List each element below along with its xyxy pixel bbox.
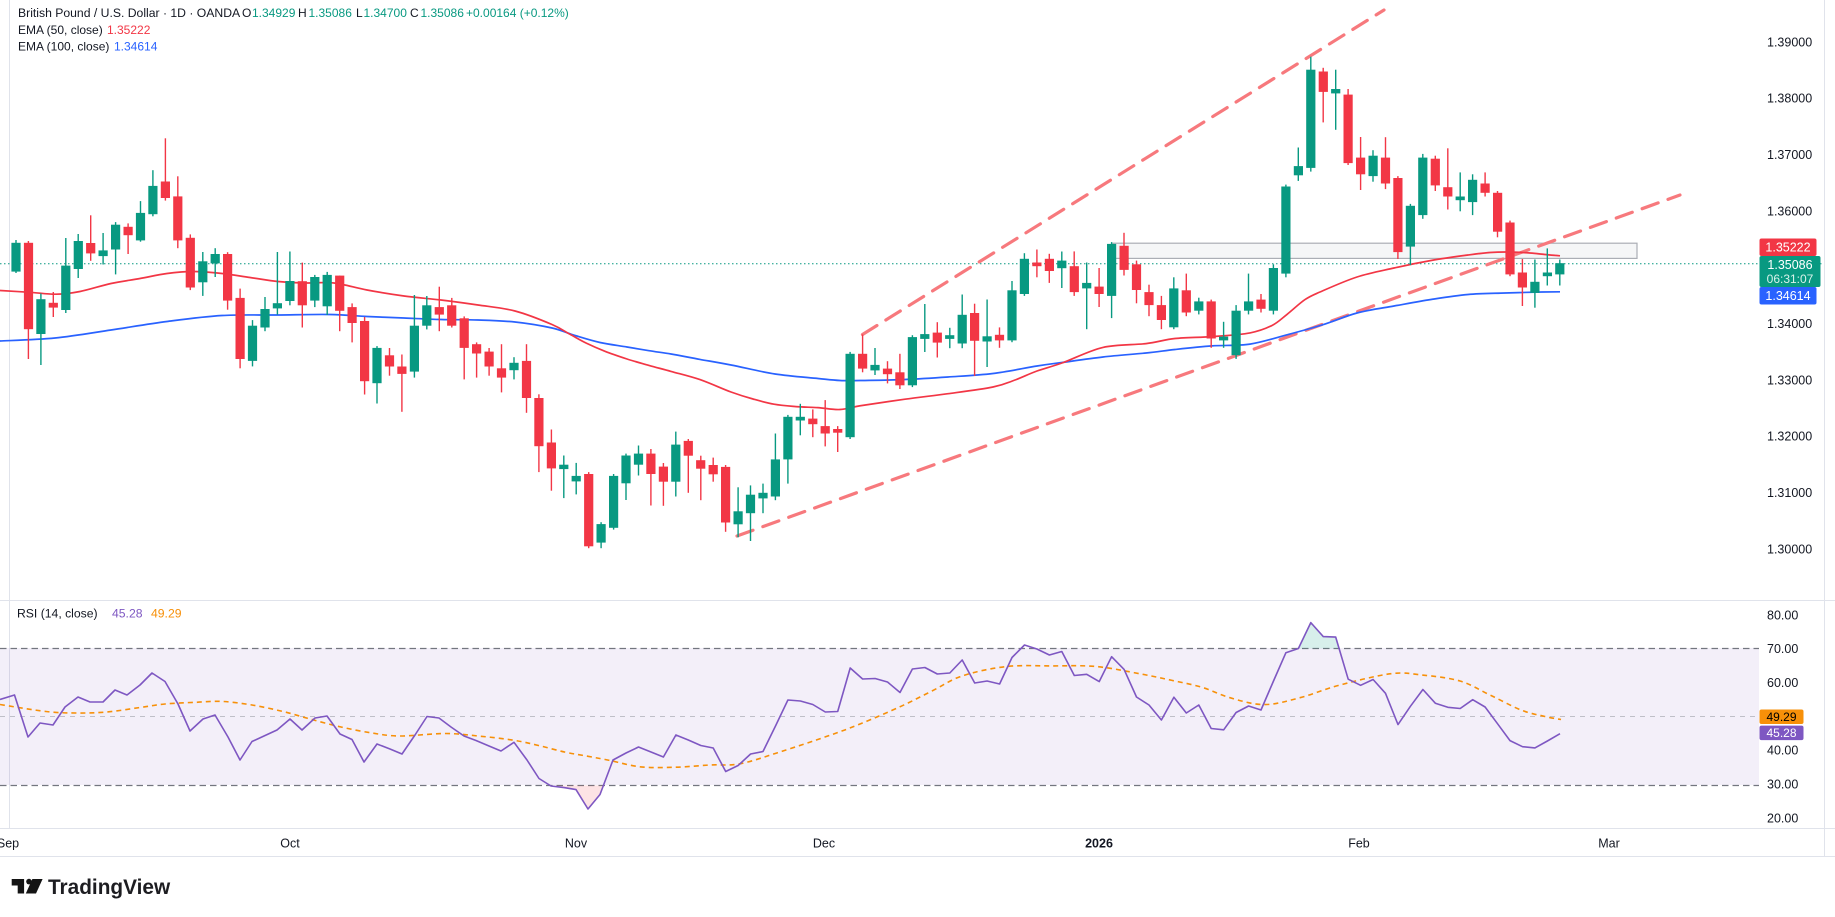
svg-text:1.35086: 1.35086	[309, 6, 353, 20]
svg-text:TradingView: TradingView	[48, 876, 171, 899]
svg-text:20.00: 20.00	[1767, 811, 1798, 825]
svg-text:1.32000: 1.32000	[1767, 430, 1812, 444]
svg-text:British Pound / U.S. Dollar ·: British Pound / U.S. Dollar · 1D · OANDA	[18, 6, 241, 20]
svg-text:06:31:07: 06:31:07	[1767, 272, 1814, 286]
svg-text:80.00: 80.00	[1767, 608, 1798, 622]
svg-text:1.38000: 1.38000	[1767, 92, 1812, 106]
svg-text:1.34700: 1.34700	[364, 6, 408, 20]
svg-text:Oct: Oct	[280, 837, 300, 851]
svg-text:+0.00164 (+0.12%): +0.00164 (+0.12%)	[466, 6, 569, 20]
svg-text:EMA (50, close): EMA (50, close)	[18, 23, 103, 37]
svg-text:1.31000: 1.31000	[1767, 486, 1812, 500]
svg-text:1.36000: 1.36000	[1767, 204, 1812, 218]
svg-text:1.35222: 1.35222	[107, 23, 151, 37]
svg-text:C: C	[410, 6, 419, 20]
svg-text:40.00: 40.00	[1767, 744, 1798, 758]
svg-text:1.35222: 1.35222	[1765, 241, 1810, 255]
svg-text:2026: 2026	[1085, 837, 1113, 851]
svg-text:1.34000: 1.34000	[1767, 317, 1812, 331]
svg-text:45.28: 45.28	[1766, 726, 1796, 740]
svg-text:49.29: 49.29	[1766, 710, 1796, 724]
svg-text:1.33000: 1.33000	[1767, 373, 1812, 387]
svg-text:1.30000: 1.30000	[1767, 542, 1812, 556]
svg-text:L: L	[356, 6, 363, 20]
svg-text:70.00: 70.00	[1767, 642, 1798, 656]
svg-text:1.37000: 1.37000	[1767, 148, 1812, 162]
svg-text:30.00: 30.00	[1767, 778, 1798, 792]
svg-text:O: O	[242, 6, 251, 20]
svg-text:45.28: 45.28	[112, 607, 143, 621]
svg-text:Feb: Feb	[1348, 837, 1370, 851]
svg-text:EMA (100, close): EMA (100, close)	[18, 40, 109, 54]
svg-text:Dec: Dec	[813, 837, 835, 851]
svg-text:1.35086: 1.35086	[1767, 258, 1812, 272]
svg-text:1.34929: 1.34929	[252, 6, 296, 20]
svg-text:1.34614: 1.34614	[1765, 289, 1810, 303]
svg-text:1.34614: 1.34614	[114, 40, 158, 54]
svg-text:Mar: Mar	[1598, 837, 1620, 851]
svg-text:Nov: Nov	[565, 837, 588, 851]
svg-text:49.29: 49.29	[151, 607, 182, 621]
svg-text:H: H	[298, 6, 307, 20]
svg-text:RSI (14, close): RSI (14, close)	[17, 607, 98, 621]
svg-text:1.39000: 1.39000	[1767, 35, 1812, 49]
svg-text:60.00: 60.00	[1767, 676, 1798, 690]
svg-text:Sep: Sep	[0, 837, 19, 851]
svg-text:1.35086: 1.35086	[421, 6, 465, 20]
